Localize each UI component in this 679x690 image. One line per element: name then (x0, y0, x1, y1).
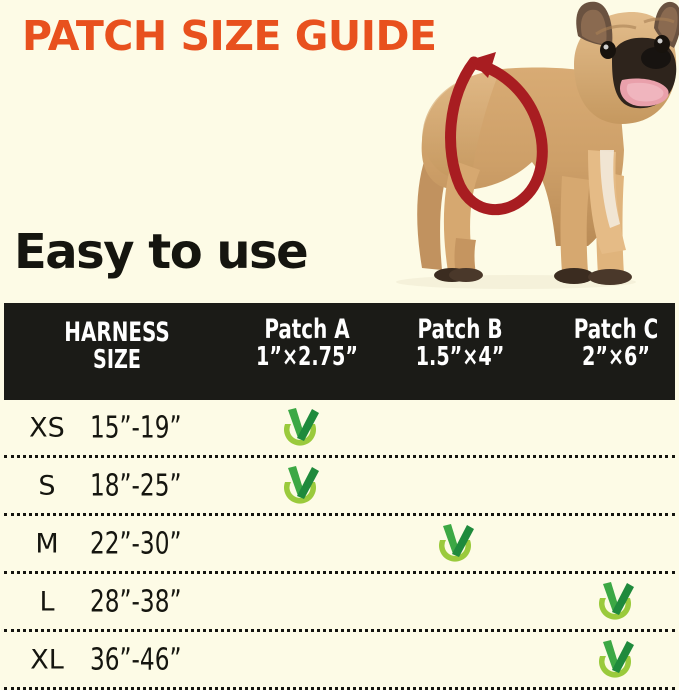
check-icon (594, 581, 636, 623)
column-header-patch-a: Patch A 1”×2.75” (256, 314, 358, 373)
measure-arrow (445, 52, 548, 216)
check-icon (594, 639, 636, 681)
table-row: M 22”-30” (4, 516, 675, 574)
table-body: XS 15”-19” S 18”-25” M 22”-30” L 28”-38”… (4, 400, 675, 690)
section-heading: Easy to use (14, 224, 309, 280)
girth-range-label: 36”-46” (90, 642, 182, 677)
page-title: PATCH SIZE GUIDE (22, 12, 437, 60)
column-header-patch-b: Patch B 1.5”×4” (415, 314, 505, 373)
size-chart-table: HARNESS SIZE Patch A 1”×2.75” Patch B 1.… (4, 303, 675, 690)
table-header-row: HARNESS SIZE Patch A 1”×2.75” Patch B 1.… (4, 303, 675, 400)
table-row: S 18”-25” (4, 458, 675, 516)
table-row: XS 15”-19” (4, 400, 675, 458)
check-icon (434, 523, 476, 565)
harness-size-label: XL (30, 644, 64, 675)
table-row: L 28”-38” (4, 574, 675, 632)
harness-size-label: L (39, 586, 55, 617)
dog-illustration (356, 0, 679, 296)
check-icon (279, 465, 321, 507)
column-header-patch-c: Patch C 2”×6” (573, 314, 659, 373)
check-icon (279, 407, 321, 449)
girth-range-label: 15”-19” (90, 410, 182, 445)
table-row: XL 36”-46” (4, 632, 675, 690)
harness-size-label: S (38, 470, 56, 501)
column-header-harness-size: HARNESS SIZE (64, 317, 170, 376)
harness-size-label: M (35, 528, 59, 559)
girth-range-label: 22”-30” (90, 526, 182, 561)
girth-range-label: 18”-25” (90, 468, 182, 503)
girth-range-label: 28”-38” (90, 584, 182, 619)
harness-size-label: XS (29, 412, 65, 443)
